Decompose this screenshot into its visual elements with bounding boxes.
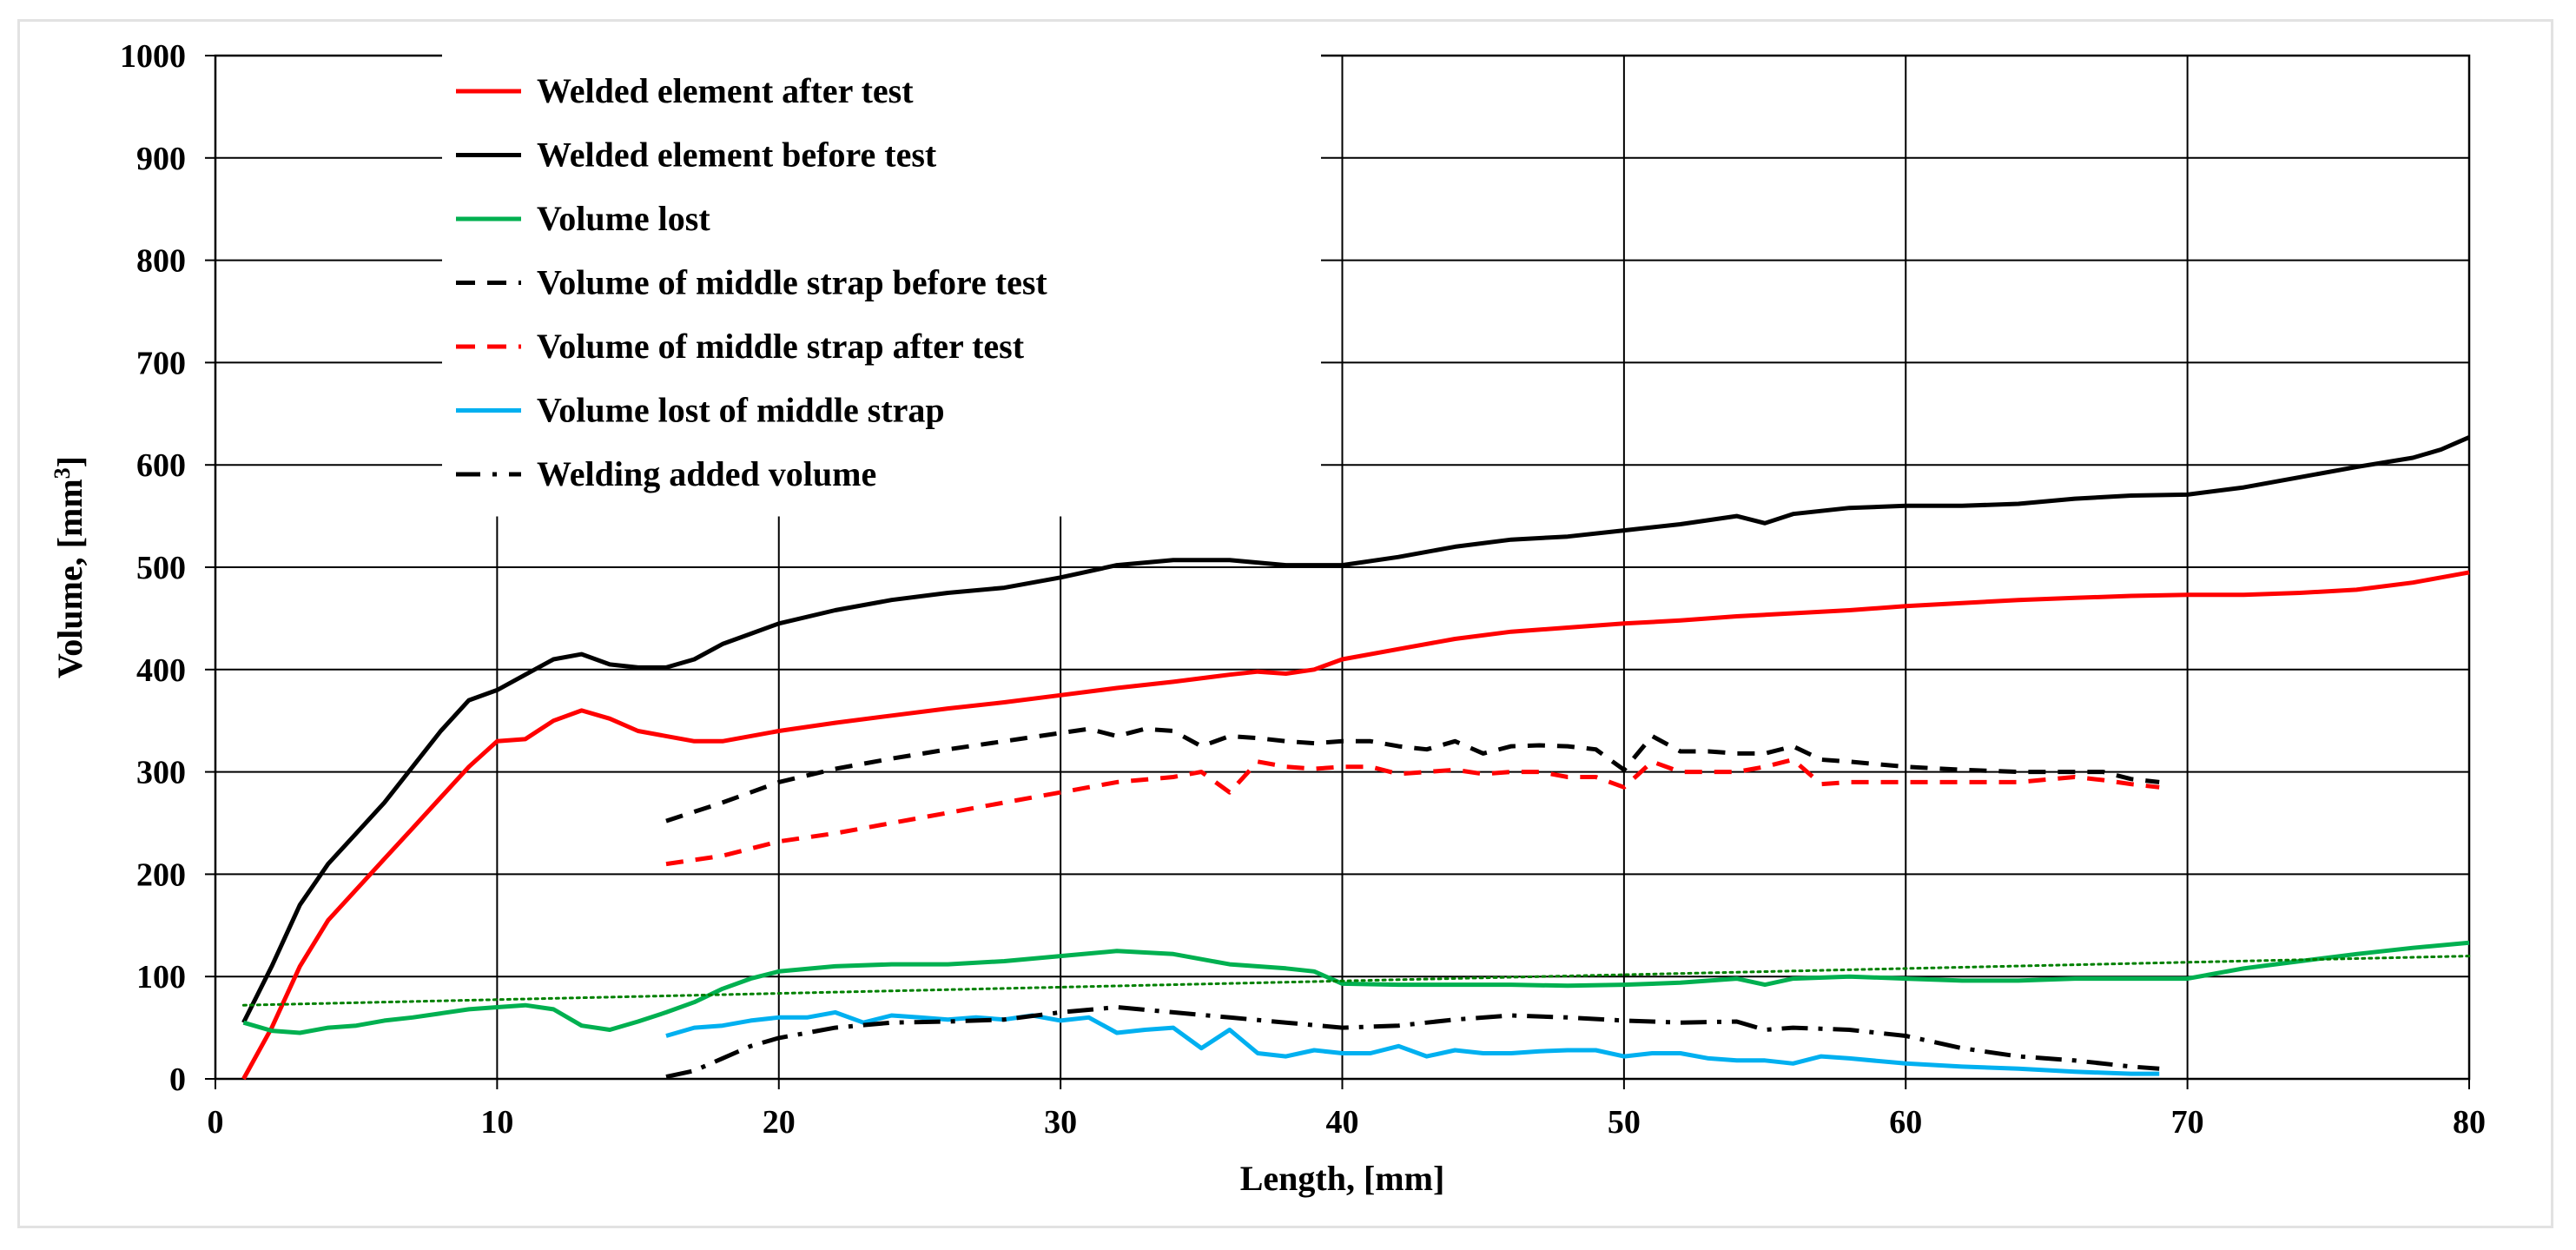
axes [205, 54, 2471, 1089]
series-line-welding-added-volume [665, 1005, 2160, 1080]
y-tick-label: 200 [136, 856, 186, 893]
legend-label: Volume of middle strap before test [537, 263, 1047, 302]
y-tick-label: 400 [136, 652, 186, 689]
series-line-volume-of-middle-strap-before-test [665, 726, 2160, 823]
x-tick-label: 40 [1326, 1104, 1359, 1141]
y-tick-label: 700 [136, 345, 186, 381]
y-tick-label: 300 [136, 755, 186, 791]
series-line-welded-element-after-test [241, 570, 2470, 1081]
y-axis-label-main: Volume, [mm [50, 479, 89, 678]
series-lines [241, 435, 2471, 1081]
x-tick-label: 10 [480, 1104, 513, 1141]
x-tick-label: 60 [1889, 1104, 1922, 1141]
x-tick-label: 30 [1044, 1104, 1077, 1141]
x-axis-label: Length, [mm] [1240, 1159, 1445, 1198]
y-tick-label: 0 [169, 1062, 186, 1098]
legend-label: Volume lost [537, 199, 710, 238]
legend-label: Volume of middle strap after test [537, 327, 1025, 366]
tick-labels: 0 100 200 300 400 500 600 700 800 900 1000 0 10 20 30 4… [120, 38, 2486, 1141]
series-line-volume-lost-of-middle-strap [665, 1009, 2160, 1076]
y-axis-label-superscript: 3 [50, 467, 75, 479]
legend: Welded element after test Welded element … [442, 52, 1321, 517]
y-tick-label: 600 [136, 447, 186, 484]
series-line-volume-lost [242, 940, 2470, 1035]
y-tick-label: 100 [136, 959, 186, 995]
plot-border [214, 54, 2471, 1081]
legend-label: Welded element after test [537, 71, 914, 110]
y-axis-label-suffix: ] [50, 456, 89, 467]
x-tick-label: 0 [208, 1104, 224, 1141]
x-tick-label: 50 [1608, 1104, 1641, 1141]
x-tick-label: 20 [763, 1104, 796, 1141]
series-line-welded-element-before-test [241, 435, 2470, 1024]
legend-background [442, 52, 1321, 517]
legend-label: Welded element before test [537, 136, 937, 175]
y-tick-label: 1000 [120, 38, 186, 75]
series-line-trend-volume-lost [241, 955, 2471, 1007]
x-tick-label: 70 [2171, 1104, 2204, 1141]
legend-label: Volume lost of middle strap [537, 391, 945, 430]
y-tick-label: 900 [136, 141, 186, 177]
y-tick-label: 500 [136, 550, 186, 586]
y-axis-label: Volume, [mm3] [50, 456, 89, 678]
legend-label: Welding added volume [537, 454, 876, 493]
x-tick-label: 80 [2453, 1104, 2486, 1141]
y-tick-label: 800 [136, 243, 186, 280]
series-line-volume-of-middle-strap-after-test [665, 757, 2160, 867]
